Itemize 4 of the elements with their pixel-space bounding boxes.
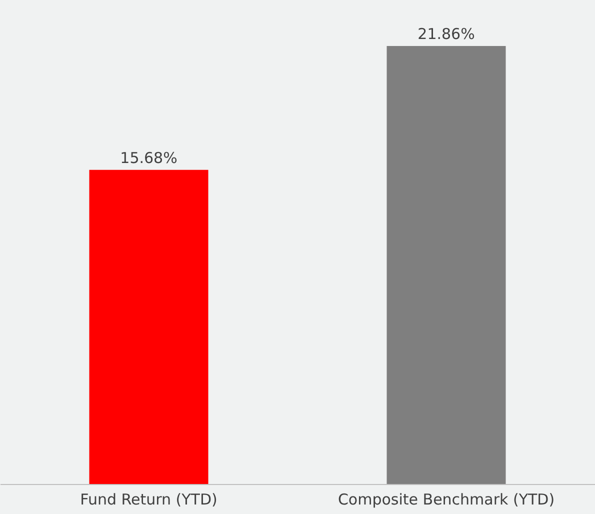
data-label: 15.68% bbox=[120, 148, 178, 167]
x-tick-label: Composite Benchmark (YTD) bbox=[338, 490, 555, 508]
x-tick-label: Fund Return (YTD) bbox=[80, 490, 218, 508]
data-label: 21.86% bbox=[418, 25, 475, 43]
